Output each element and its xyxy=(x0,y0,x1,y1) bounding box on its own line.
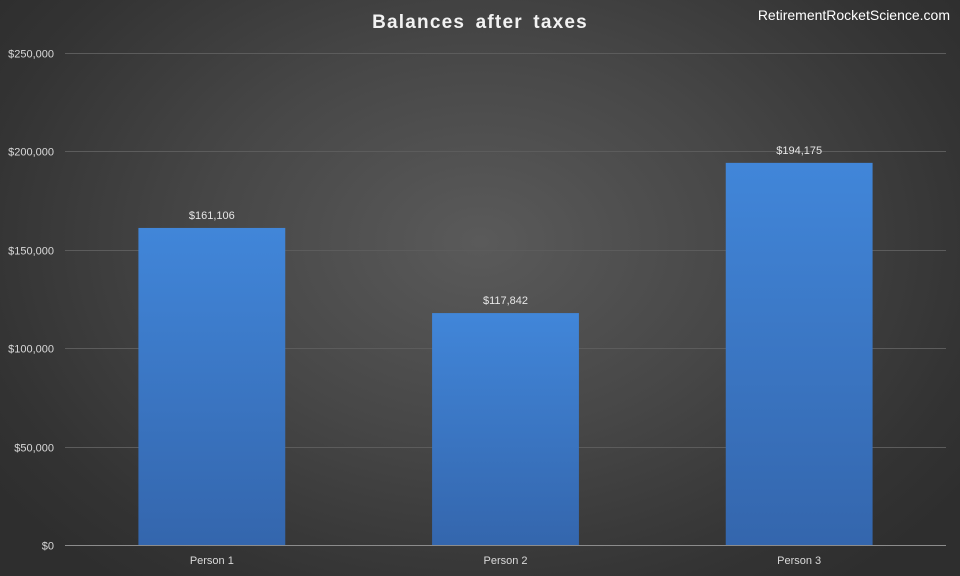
data-label: $161,106 xyxy=(189,210,235,222)
x-tick-label: Person 2 xyxy=(483,555,527,567)
y-tick-label: $250,000 xyxy=(8,49,54,61)
x-tick-label: Person 1 xyxy=(190,555,234,567)
y-tick-label: $200,000 xyxy=(8,147,54,159)
y-tick-label: $0 xyxy=(42,541,54,553)
y-tick-label: $50,000 xyxy=(14,443,54,455)
y-tick-label: $100,000 xyxy=(8,344,54,356)
y-tick-label: $150,000 xyxy=(8,246,54,258)
bar xyxy=(138,227,286,545)
labels: $0 $50,000 $100,000 $150,000 $200,000 $250,00… xyxy=(8,49,822,568)
x-tick-label: Person 3 xyxy=(777,555,821,567)
bar xyxy=(432,313,579,545)
data-label: $194,175 xyxy=(776,145,822,157)
chart-title: Balances after taxes xyxy=(372,12,588,33)
bars xyxy=(138,162,873,546)
data-label: $117,842 xyxy=(483,295,528,307)
bar xyxy=(725,162,873,546)
watermark-text: RetirementRocketScience.com xyxy=(757,7,950,23)
